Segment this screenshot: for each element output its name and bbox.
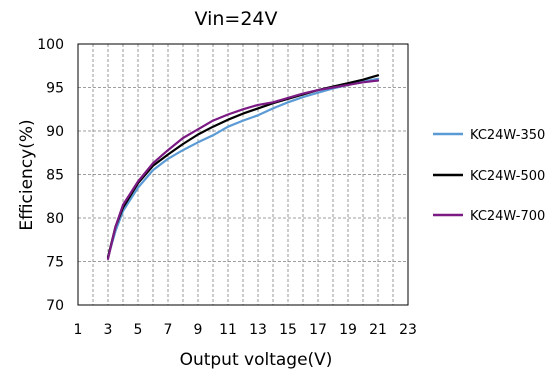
chart-title: Vin=24V	[195, 8, 278, 30]
x-axis-title: Output voltage(V)	[180, 350, 333, 370]
grid	[78, 44, 408, 305]
x-tick-label: 1	[74, 322, 83, 338]
x-tick-label: 23	[399, 322, 417, 338]
y-tick-label: 90	[46, 124, 64, 140]
series-line-kc24w-700	[106, 79, 380, 260]
x-tick-label: 11	[219, 322, 237, 338]
y-tick-label: 85	[46, 168, 64, 184]
y-tick-label: 95	[46, 81, 64, 97]
legend-label: KC24W-700	[470, 209, 545, 224]
plot-area-border	[77, 43, 409, 306]
x-tick-label: 19	[339, 322, 357, 338]
x-tick-label: 7	[164, 322, 173, 338]
y-tick-label: 75	[46, 255, 64, 271]
y-tick-label: 80	[46, 211, 64, 227]
legend-label: KC24W-350	[470, 128, 545, 143]
x-tick-label: 15	[279, 322, 297, 338]
y-tick-labels: 70 75 80 85 90 95 100	[37, 37, 64, 314]
series-line-kc24w-350	[106, 77, 380, 259]
x-tick-label: 5	[134, 322, 143, 338]
series-lines	[106, 74, 380, 260]
x-tick-label: 17	[309, 322, 327, 338]
y-tick-label: 70	[46, 298, 64, 314]
x-tick-label: 13	[249, 322, 267, 338]
legend-label: KC24W-500	[470, 169, 545, 184]
x-tick-label: 3	[104, 322, 113, 338]
y-tick-label: 100	[37, 37, 64, 53]
x-tick-labels: 1 3 5 7 9 11 13 15 17 19 21 23	[74, 322, 417, 338]
x-tick-label: 9	[194, 322, 203, 338]
legend: KC24W-350 KC24W-500 KC24W-700	[433, 128, 545, 224]
x-tick-label: 21	[369, 322, 387, 338]
y-axis-title: Efficiency(%)	[17, 119, 37, 230]
